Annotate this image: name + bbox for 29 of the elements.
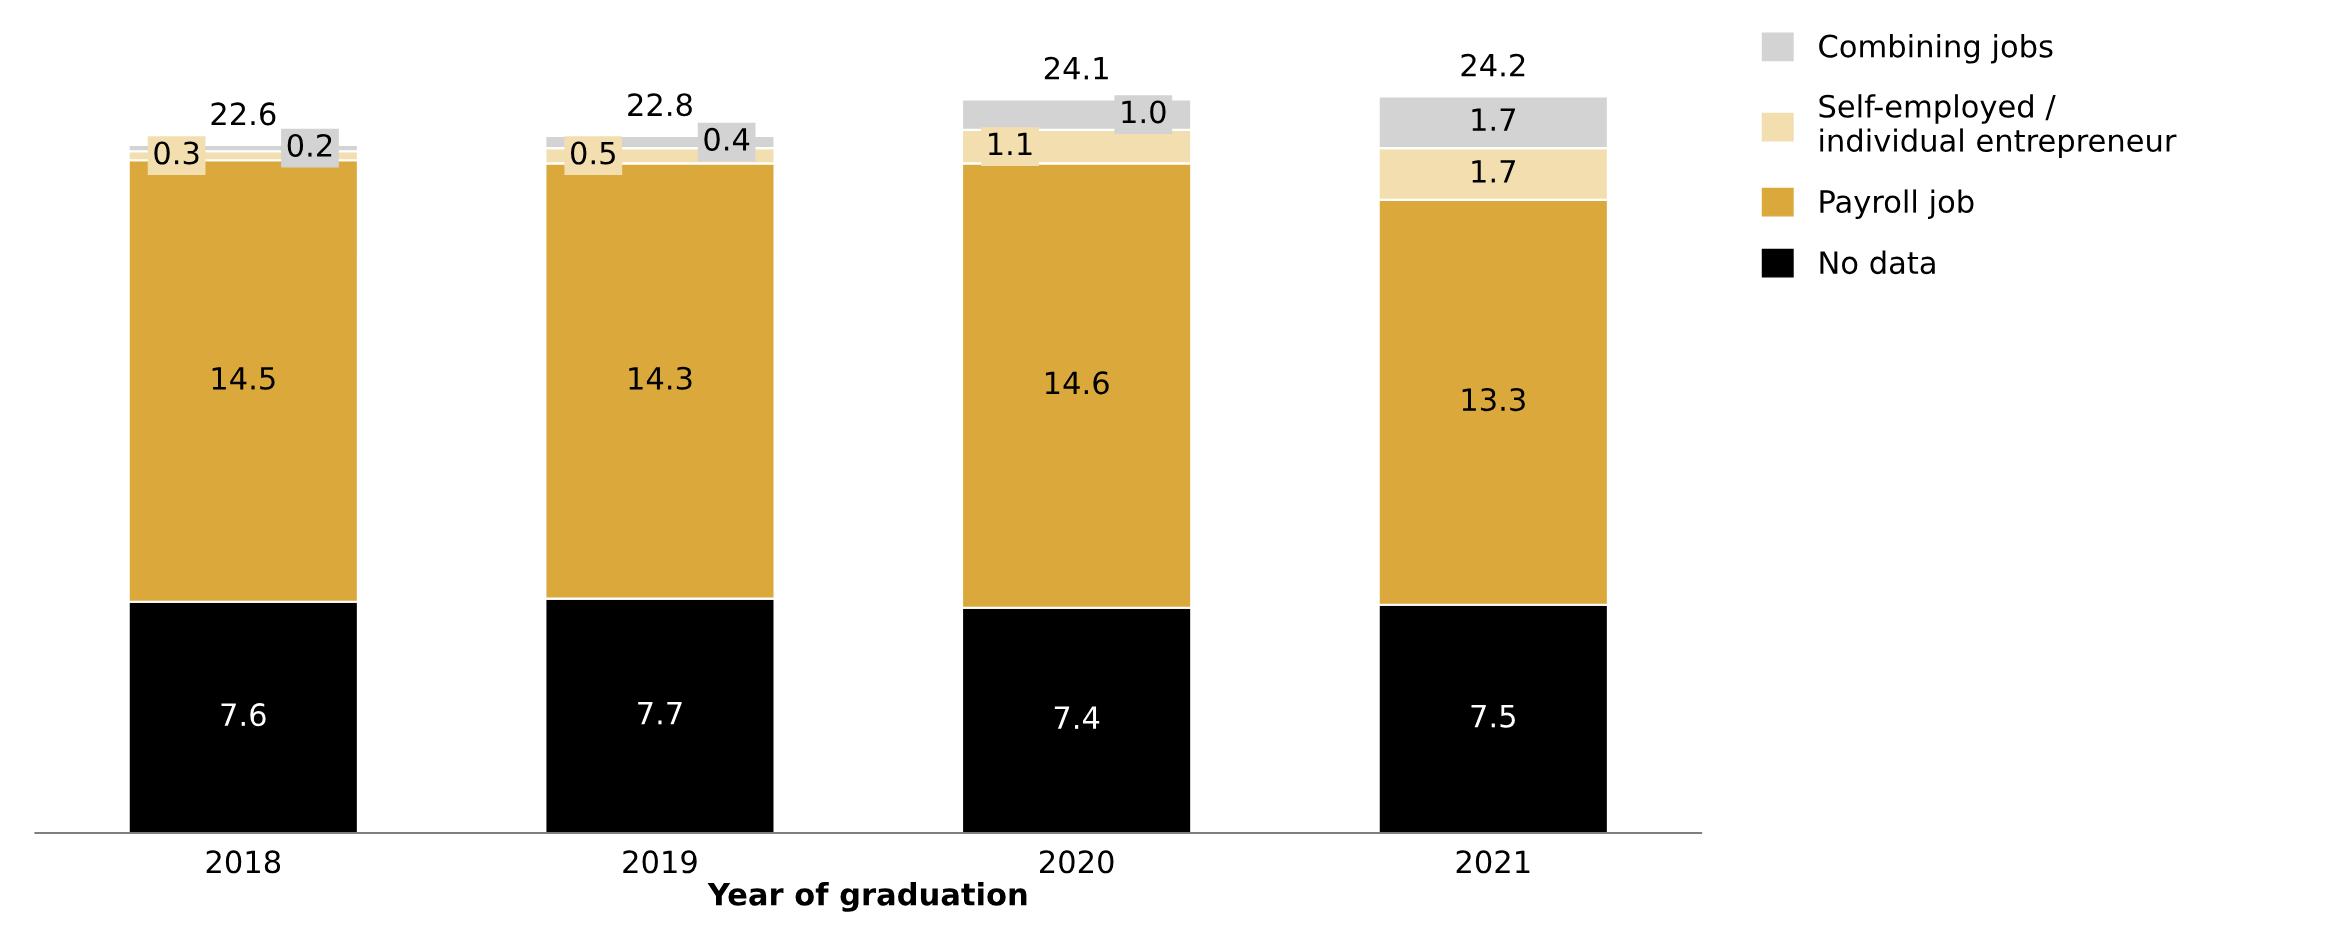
total-label: 22.6 (211, 102, 276, 126)
x-tick-label: 2019 (623, 850, 697, 874)
x-tick-label: 2020 (1039, 850, 1114, 874)
total-label: 24.1 (1044, 56, 1108, 80)
data-label: 0.5 (571, 141, 615, 165)
total-label: 22.8 (628, 93, 692, 117)
legend-label: Self-employed / individual entrepreneur (1819, 94, 2177, 158)
data-label: 7.7 (638, 702, 682, 725)
data-label: 7.6 (221, 703, 266, 727)
total-label: 24.2 (1461, 53, 1525, 77)
data-label: 1.1 (989, 132, 1032, 156)
data-label: 14.6 (1045, 371, 1109, 395)
data-label: 0.2 (287, 133, 332, 157)
data-label: 13.3 (1462, 388, 1525, 412)
x-axis-title: Year of graduation (707, 882, 1027, 912)
x-tick-label: 2018 (206, 850, 281, 874)
data-label: 1.7 (1472, 108, 1515, 131)
data-label: 0.4 (704, 127, 750, 151)
legend-label: Payroll job (1820, 189, 1974, 219)
data-label: 1.7 (1472, 160, 1515, 183)
data-label: 7.5 (1471, 705, 1515, 728)
x-tick-label: 2021 (1456, 850, 1530, 874)
data-label: 14.3 (629, 366, 692, 390)
data-label: 1.0 (1122, 100, 1166, 124)
data-label: 0.3 (154, 141, 199, 165)
legend-label: No data (1820, 250, 1935, 275)
legend-label: Combining jobs (1819, 34, 2053, 64)
data-label: 7.4 (1054, 706, 1100, 729)
data-label: 14.5 (212, 367, 275, 390)
